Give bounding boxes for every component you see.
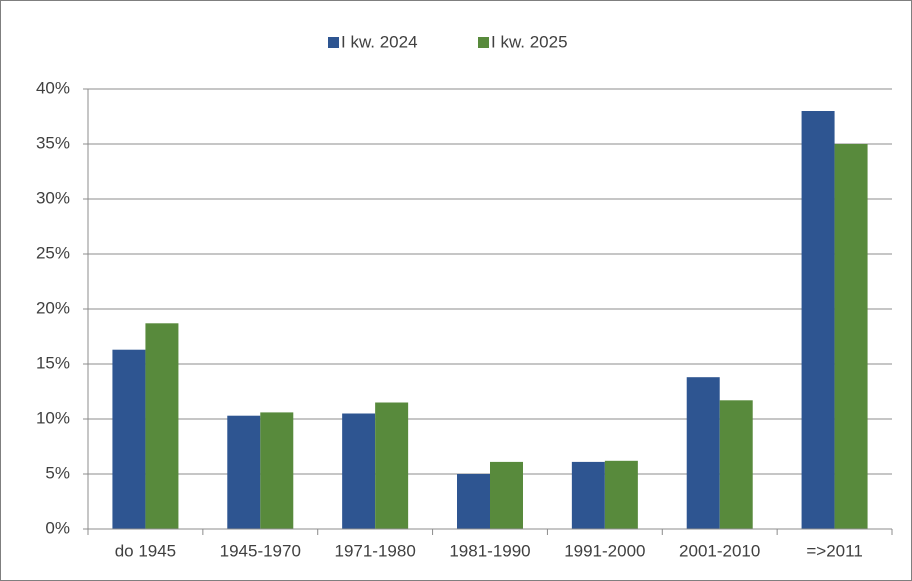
x-tick-label: 1981-1990: [449, 541, 530, 560]
x-tick-label: do 1945: [115, 541, 176, 560]
bar: [571, 461, 605, 529]
x-tick-label: 1945-1970: [220, 541, 301, 560]
y-tick-label: 15%: [36, 353, 70, 372]
y-tick-label: 0%: [45, 518, 70, 537]
bar: [227, 415, 261, 529]
y-tick-label: 20%: [36, 298, 70, 317]
y-tick-label: 30%: [36, 188, 70, 207]
x-tick-label: 1971-1980: [334, 541, 415, 560]
legend-label: I kw. 2025: [491, 32, 568, 51]
bar: [490, 461, 523, 529]
y-tick-label: 5%: [45, 463, 70, 482]
bar: [260, 412, 294, 529]
x-tick-label: 2001-2010: [679, 541, 760, 560]
bar: [604, 460, 638, 529]
y-tick-label: 10%: [36, 408, 70, 427]
y-tick-label: 40%: [36, 78, 70, 97]
bar: [457, 474, 490, 529]
bar: [834, 144, 868, 529]
y-tick-label: 25%: [36, 243, 70, 262]
legend-swatch: [328, 37, 339, 48]
bar: [342, 413, 376, 529]
x-tick-label: 1991-2000: [564, 541, 645, 560]
bar: [145, 323, 179, 529]
bar: [112, 349, 146, 529]
bar: [375, 402, 409, 529]
legend-swatch: [478, 37, 489, 48]
y-tick-label: 35%: [36, 133, 70, 152]
bar: [719, 400, 753, 529]
bar: [801, 111, 835, 529]
x-tick-label: =>2011: [806, 541, 862, 560]
legend-label: I kw. 2024: [341, 32, 418, 51]
bar: [686, 377, 720, 529]
